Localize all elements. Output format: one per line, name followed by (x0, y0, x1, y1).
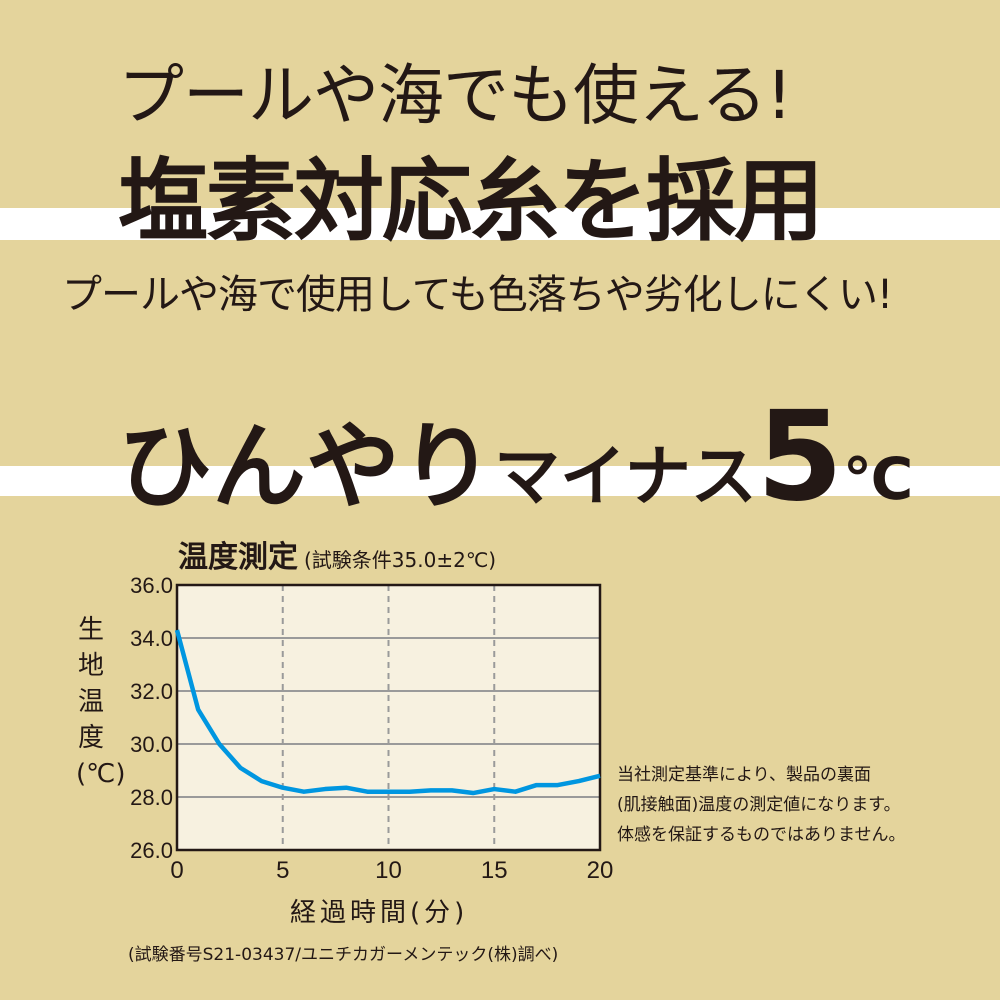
y-tick-label: 28.0 (130, 785, 173, 810)
cooling-claim-part1: ひんやり (118, 413, 495, 522)
test-footnote: (試験番号S21-03437/ユニチカガーメンテック(株)調べ) (128, 945, 559, 965)
temperature-series-line (174, 629, 601, 796)
cooling-claim-part2: マイナス (494, 438, 757, 515)
y-tick-label: 26.0 (130, 838, 173, 863)
cooling-claim: ひんやりマイナス5℃ (118, 385, 913, 529)
y-tick-label: 32.0 (130, 679, 173, 704)
cooling-claim-unit: ℃ (842, 445, 914, 513)
subheadline: プールや海で使用しても色落ちや劣化しにくい! (62, 272, 893, 318)
y-tick-label: 34.0 (130, 626, 173, 651)
white-band-middle (0, 466, 1000, 496)
x-tick-label: 20 (587, 857, 614, 884)
chart-title: 温度測定 (試験条件35.0±2℃) (178, 532, 496, 576)
x-tick-label: 0 (170, 857, 183, 884)
headline-line2: 塩素対応糸を採用 (118, 149, 824, 254)
y-tick-label: 30.0 (130, 732, 173, 757)
x-tick-label: 10 (375, 857, 402, 884)
y-tick-label: 36.0 (130, 573, 173, 598)
headline-line1: プールや海でも使える! (118, 57, 792, 134)
x-axis-label: 経過時間(分) (290, 898, 469, 928)
note-line: 体感を保証するものではありません。 (617, 825, 906, 845)
x-tick-label: 15 (481, 857, 508, 884)
white-band-top (0, 208, 1000, 240)
note-line: 当社測定基準により、製品の裏面 (617, 765, 871, 785)
note-line: (肌接触面)温度の測定値になります。 (617, 795, 901, 815)
plot-border (175, 583, 602, 852)
chart-subtitle: (試験条件35.0±2℃) (304, 548, 497, 572)
cooling-claim-number: 5 (756, 385, 843, 529)
measurement-note: 当社測定基準により、製品の裏面 (肌接触面)温度の測定値になります。 体感を保証… (617, 760, 906, 850)
x-tick-label: 5 (276, 857, 289, 884)
chart-title-text: 温度測定 (178, 540, 298, 575)
